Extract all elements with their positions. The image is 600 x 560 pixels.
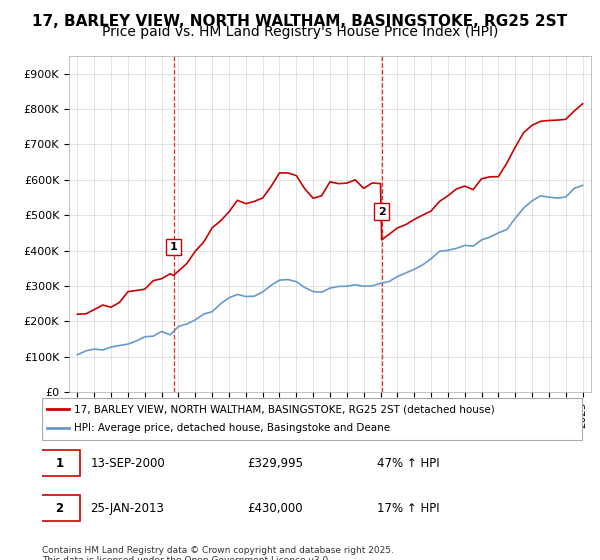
Text: 47% ↑ HPI: 47% ↑ HPI [377, 457, 439, 470]
Text: 1: 1 [170, 242, 178, 252]
Text: Contains HM Land Registry data © Crown copyright and database right 2025.
This d: Contains HM Land Registry data © Crown c… [42, 546, 394, 560]
Text: £430,000: £430,000 [247, 502, 303, 515]
FancyBboxPatch shape [42, 398, 582, 440]
Text: 2: 2 [55, 502, 64, 515]
Text: 13-SEP-2000: 13-SEP-2000 [91, 457, 166, 470]
Text: 1: 1 [55, 457, 64, 470]
Text: £329,995: £329,995 [247, 457, 303, 470]
Text: 17% ↑ HPI: 17% ↑ HPI [377, 502, 439, 515]
FancyBboxPatch shape [40, 450, 80, 476]
Text: Price paid vs. HM Land Registry's House Price Index (HPI): Price paid vs. HM Land Registry's House … [102, 25, 498, 39]
Text: 17, BARLEY VIEW, NORTH WALTHAM, BASINGSTOKE, RG25 2ST (detached house): 17, BARLEY VIEW, NORTH WALTHAM, BASINGST… [74, 404, 495, 414]
Text: 2: 2 [378, 207, 386, 217]
Text: HPI: Average price, detached house, Basingstoke and Deane: HPI: Average price, detached house, Basi… [74, 423, 391, 433]
Text: 25-JAN-2013: 25-JAN-2013 [91, 502, 164, 515]
FancyBboxPatch shape [40, 496, 80, 521]
Text: 17, BARLEY VIEW, NORTH WALTHAM, BASINGSTOKE, RG25 2ST: 17, BARLEY VIEW, NORTH WALTHAM, BASINGST… [32, 14, 568, 29]
